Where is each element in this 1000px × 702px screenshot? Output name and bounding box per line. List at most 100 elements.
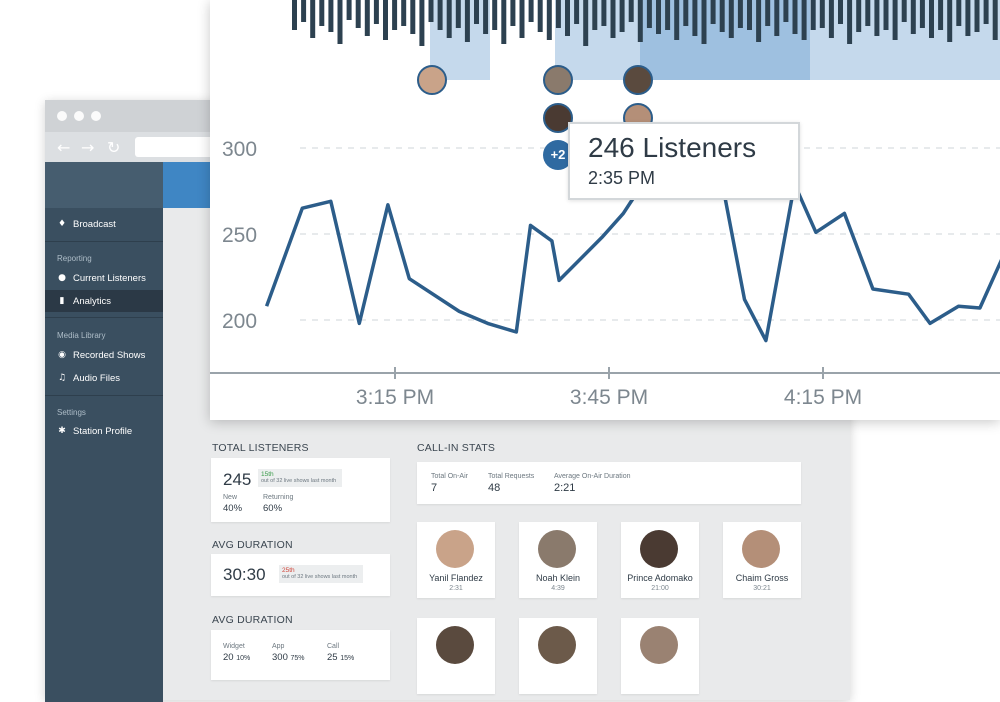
host-time: 4:39 <box>519 585 597 592</box>
disc-icon: ◉ <box>57 350 67 360</box>
activity-bar <box>556 0 561 28</box>
host-name: Chaim Gross <box>723 573 801 583</box>
series-line <box>267 181 1000 341</box>
activity-bar <box>483 0 488 34</box>
new-label: New <box>223 494 237 501</box>
host-card[interactable] <box>417 618 495 694</box>
bar-chart-icon: ▮ <box>57 296 67 306</box>
sidebar-item-current-listeners[interactable]: ● Current Listeners <box>45 267 163 289</box>
activity-bar <box>583 0 588 46</box>
avg-duration-title: AVG DURATION <box>212 539 293 551</box>
avg-duration-card: 30:30 25th out of 32 live shows last mon… <box>211 554 390 596</box>
host-card[interactable]: Prince Adomako 21:00 <box>621 522 699 598</box>
avg-duration-breakdown-title: AVG DURATION <box>212 614 293 626</box>
activity-bar <box>984 0 989 24</box>
activity-bar <box>465 0 470 42</box>
activity-bar <box>629 0 634 22</box>
avatar <box>538 530 576 568</box>
activity-bar <box>865 0 870 26</box>
activity-bar <box>510 0 515 26</box>
participant-avatar[interactable] <box>623 65 653 95</box>
activity-bar <box>419 0 424 46</box>
sidebar-item-analytics[interactable]: ▮ Analytics <box>45 290 163 312</box>
sidebar-section-label: Media Library <box>57 331 105 340</box>
host-name: Noah Klein <box>519 573 597 583</box>
host-card[interactable]: Chaim Gross 30:21 <box>723 522 801 598</box>
activity-bar <box>501 0 506 44</box>
activity-bar <box>793 0 798 34</box>
total-listeners-value: 245 <box>223 470 251 490</box>
participant-avatar[interactable] <box>543 65 573 95</box>
activity-bar <box>856 0 861 32</box>
sidebar-item-station-profile[interactable]: ✱ Station Profile <box>45 420 163 442</box>
activity-bar <box>820 0 825 28</box>
sidebar-item-recorded-shows[interactable]: ◉ Recorded Shows <box>45 344 163 366</box>
call-in-stats-title: CALL-IN STATS <box>417 442 495 454</box>
activity-bar <box>574 0 579 24</box>
sidebar-header <box>45 162 163 208</box>
activity-bar <box>783 0 788 22</box>
back-arrow-icon[interactable]: ← <box>57 138 70 157</box>
avatar <box>742 530 780 568</box>
activity-bar <box>720 0 725 32</box>
returning-label: Returning <box>263 494 293 501</box>
reload-icon[interactable]: ↻ <box>107 138 120 157</box>
sidebar-item-label: Recorded Shows <box>73 350 145 361</box>
host-card[interactable]: Yanil Flandez 2:31 <box>417 522 495 598</box>
participant-avatar[interactable] <box>417 65 447 95</box>
host-name: Prince Adomako <box>621 573 699 583</box>
total-requests-label: Total Requests <box>488 473 534 480</box>
activity-bar <box>938 0 943 30</box>
total-on-air-value: 7 <box>431 482 437 494</box>
activity-bar <box>310 0 315 38</box>
sidebar-item-label: Current Listeners <box>73 273 146 284</box>
total-listeners-rank: 15th out of 32 live shows last month <box>258 469 342 487</box>
avatar <box>436 530 474 568</box>
activity-bar <box>474 0 479 24</box>
activity-bar <box>601 0 606 26</box>
users-icon: ● <box>57 273 67 283</box>
sidebar-item-broadcast[interactable]: ♦ Broadcast <box>45 213 163 235</box>
host-time: 2:31 <box>417 585 495 592</box>
activity-bar <box>529 0 534 22</box>
activity-bar <box>965 0 970 36</box>
activity-bar <box>920 0 925 28</box>
activity-bar <box>765 0 770 26</box>
avatar <box>436 626 474 664</box>
activity-bar <box>902 0 907 22</box>
call-value: 25 15% <box>327 652 354 663</box>
close-window-dot[interactable] <box>57 111 67 121</box>
chart-tooltip: 246 Listeners 2:35 PM <box>568 122 800 200</box>
activity-bar <box>893 0 898 40</box>
minimize-window-dot[interactable] <box>74 111 84 121</box>
activity-bar <box>492 0 497 30</box>
activity-bar <box>319 0 324 26</box>
sidebar-section-label: Reporting <box>57 254 92 263</box>
activity-bar <box>774 0 779 36</box>
sidebar-item-label: Analytics <box>73 296 111 307</box>
y-tick-label: 200 <box>222 310 257 333</box>
sidebar-item-audio-files[interactable]: ♫ Audio Files <box>45 367 163 389</box>
activity-bar <box>929 0 934 38</box>
activity-bar <box>383 0 388 40</box>
maximize-window-dot[interactable] <box>91 111 101 121</box>
host-card[interactable] <box>519 618 597 694</box>
host-card[interactable] <box>621 618 699 694</box>
activity-bar <box>365 0 370 36</box>
activity-bar <box>911 0 916 34</box>
activity-bar <box>456 0 461 28</box>
call-in-stats-card: Total On-Air 7 Total Requests 48 Average… <box>417 462 801 504</box>
activity-bar <box>565 0 570 36</box>
music-file-icon: ♫ <box>57 373 67 383</box>
host-card[interactable]: Noah Klein 4:39 <box>519 522 597 598</box>
sidebar: ♦ Broadcast Reporting ● Current Listener… <box>45 162 163 702</box>
forward-arrow-icon[interactable]: → <box>81 138 94 157</box>
avg-duration-breakdown-card: Widget 20 10% App 300 75% Call 25 15% <box>211 630 390 680</box>
x-tick-label: 3:45 PM <box>570 386 648 409</box>
activity-bar <box>674 0 679 40</box>
total-on-air-label: Total On-Air <box>431 473 468 480</box>
activity-bar <box>392 0 397 30</box>
activity-bar <box>401 0 406 26</box>
activity-bar <box>292 0 297 30</box>
